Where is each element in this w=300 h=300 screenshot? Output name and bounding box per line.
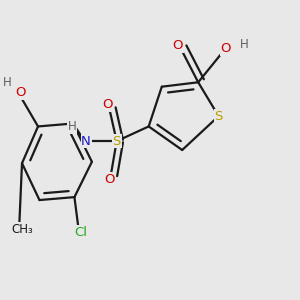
Text: O: O bbox=[220, 42, 231, 55]
Text: O: O bbox=[104, 173, 115, 186]
Text: O: O bbox=[103, 98, 113, 111]
Text: CH₃: CH₃ bbox=[11, 223, 33, 236]
Text: S: S bbox=[112, 135, 121, 148]
Text: Cl: Cl bbox=[74, 226, 87, 239]
Text: H: H bbox=[68, 120, 77, 133]
Text: O: O bbox=[15, 86, 26, 99]
Text: N: N bbox=[81, 135, 91, 148]
Text: H: H bbox=[240, 38, 248, 50]
Text: S: S bbox=[214, 110, 223, 123]
Text: H: H bbox=[3, 76, 12, 89]
Text: O: O bbox=[172, 39, 183, 52]
